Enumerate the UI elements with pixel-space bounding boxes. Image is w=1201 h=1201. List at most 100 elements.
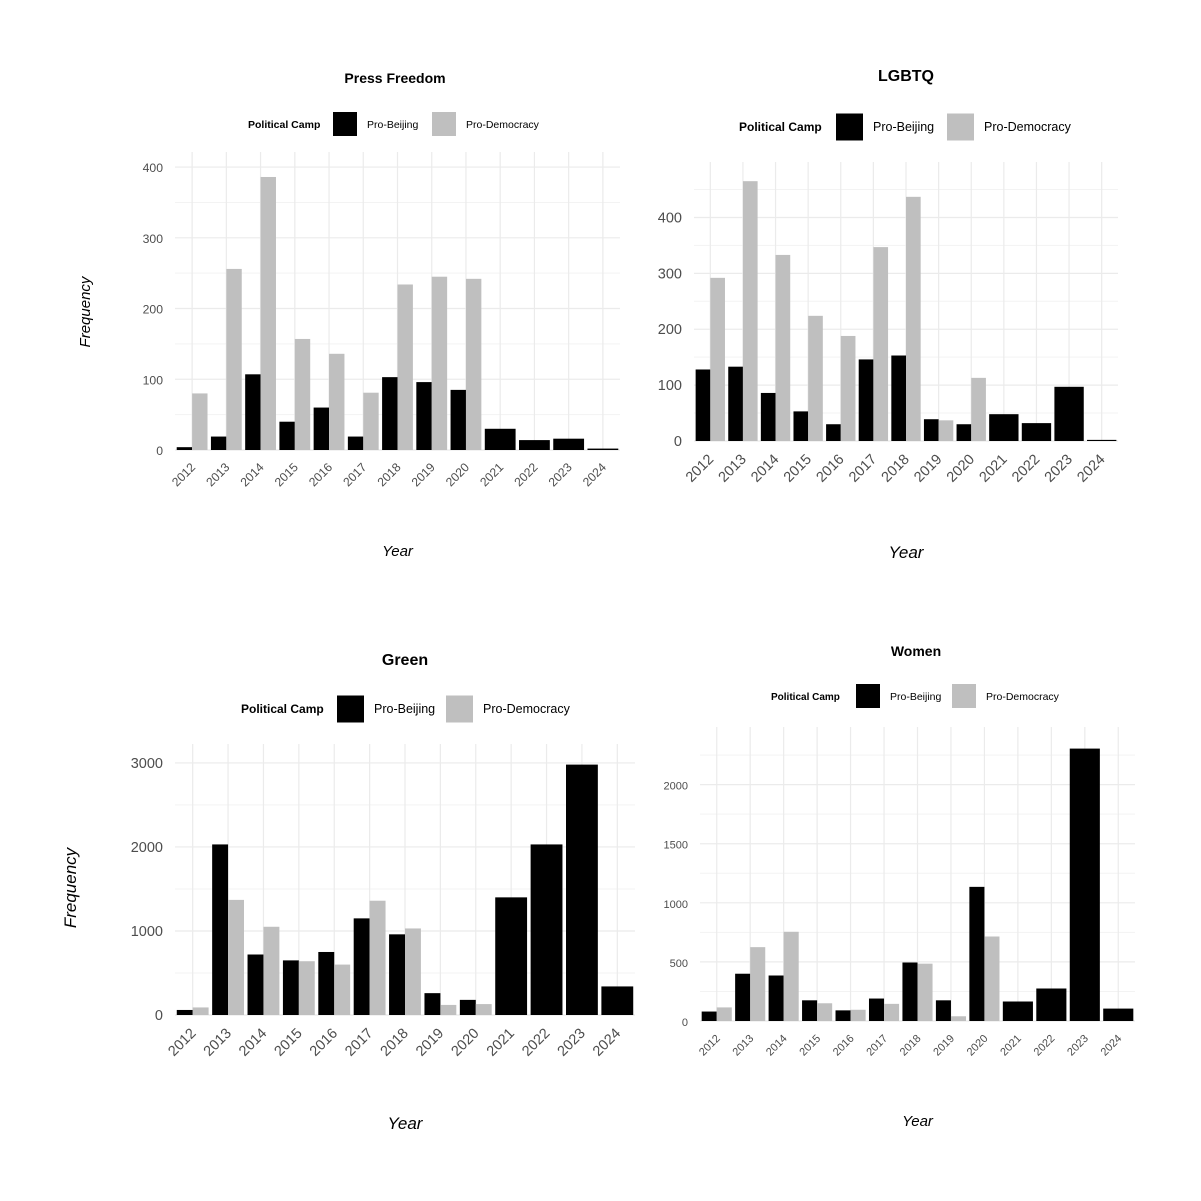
bar-pro-beijing-2014 xyxy=(247,954,264,1015)
x-tick-label: 2017 xyxy=(846,452,880,486)
y-tick-label: 1000 xyxy=(131,924,163,940)
bar-pro-beijing-2016 xyxy=(826,424,841,441)
y-tick-label: 0 xyxy=(674,434,682,450)
bar-pro-democracy-2012 xyxy=(192,393,208,450)
x-tick-label: 2024 xyxy=(1074,452,1108,486)
legend-title: Political Camp xyxy=(739,120,822,134)
bar-pro-democracy-2019 xyxy=(440,1004,457,1015)
x-tick-label: 2015 xyxy=(272,1026,306,1060)
x-tick-label: 2023 xyxy=(555,1026,589,1060)
chart-panel-lgbtq: LGBTQ Political Camp Pro-Beijing Pro-Democr… xyxy=(658,68,1118,562)
x-tick-label: 2016 xyxy=(307,1026,341,1060)
bar-pro-democracy-2012 xyxy=(710,277,725,441)
bar-pro-beijing-2019 xyxy=(935,1000,951,1021)
legend-label: Pro-Democracy xyxy=(984,120,1072,134)
chart-panel-women: Women Political Camp Pro-Beijing Pro-Democr… xyxy=(664,643,1135,1130)
legend-swatch xyxy=(337,695,364,723)
x-tick-label: 2015 xyxy=(272,460,301,489)
bar-pro-beijing-2021 xyxy=(495,897,528,1015)
x-tick-label: 2023 xyxy=(546,460,575,489)
x-tick-label: 2017 xyxy=(864,1033,890,1059)
bar-pro-democracy-2014 xyxy=(783,931,799,1021)
x-axis-title: Year xyxy=(889,543,925,562)
x-tick-label: 2018 xyxy=(898,1033,924,1059)
bar-pro-beijing-2024 xyxy=(1087,439,1117,441)
bar-pro-beijing-2020 xyxy=(459,999,476,1015)
bar-pro-beijing-2012 xyxy=(695,369,711,441)
chart-title: Women xyxy=(891,643,941,659)
legend-swatch xyxy=(947,113,974,141)
x-tick-label: 2018 xyxy=(879,452,913,486)
x-tick-label: 2024 xyxy=(590,1026,624,1060)
legend-swatch xyxy=(856,684,880,708)
bar-pro-beijing-2019 xyxy=(923,419,939,441)
chart-title: Press Freedom xyxy=(344,70,445,86)
x-axis-title: Year xyxy=(388,1114,424,1133)
x-tick-label: 2024 xyxy=(580,460,609,489)
bar-pro-beijing-2013 xyxy=(728,366,743,441)
legend-swatch xyxy=(836,113,863,141)
bar-pro-beijing-2020 xyxy=(450,389,466,450)
x-tick-label: 2019 xyxy=(413,1026,447,1060)
bar-pro-democracy-2015 xyxy=(294,338,311,450)
x-tick-label: 2013 xyxy=(731,1033,757,1059)
x-tick-label: 2015 xyxy=(781,452,815,486)
chart-panel-press-freedom: Press Freedom Political Camp Pro-Beijing Pr… xyxy=(77,70,620,560)
bar-pro-democracy-2015 xyxy=(817,1003,833,1021)
x-tick-label: 2023 xyxy=(1042,452,1076,486)
x-tick-label: 2021 xyxy=(977,452,1011,486)
y-tick-label: 2000 xyxy=(664,781,688,793)
bar-pro-democracy-2017 xyxy=(363,392,379,450)
bar-pro-democracy-2016 xyxy=(850,1009,866,1021)
bar-pro-democracy-2018 xyxy=(397,284,413,450)
legend-label: Pro-Beijing xyxy=(374,702,435,716)
x-tick-label: 2014 xyxy=(238,460,267,489)
bar-pro-democracy-2017 xyxy=(369,900,386,1015)
legend-title: Political Camp xyxy=(771,692,840,703)
bar-pro-beijing-2022 xyxy=(1021,423,1052,441)
bar-pro-beijing-2024 xyxy=(1103,1008,1134,1021)
bar-pro-beijing-2017 xyxy=(858,359,874,441)
x-tick-label: 2019 xyxy=(931,1033,957,1059)
bar-pro-democracy-2018 xyxy=(405,928,421,1015)
y-axis-title: Frequency xyxy=(77,275,94,347)
bar-pro-democracy-2013 xyxy=(750,947,766,1021)
bar-pro-beijing-2022 xyxy=(519,440,550,450)
bar-pro-beijing-2012 xyxy=(701,1011,717,1021)
y-tick-label: 300 xyxy=(658,266,682,282)
x-tick-label: 2021 xyxy=(484,1026,518,1060)
bar-pro-beijing-2023 xyxy=(553,438,585,450)
bar-pro-democracy-2020 xyxy=(971,377,986,441)
bar-pro-beijing-2018 xyxy=(902,962,918,1021)
x-tick-label: 2020 xyxy=(944,452,978,486)
bar-pro-beijing-2023 xyxy=(566,764,598,1015)
bar-pro-democracy-2020 xyxy=(984,936,1000,1021)
chart-title: Green xyxy=(382,652,428,669)
bar-pro-beijing-2016 xyxy=(835,1010,851,1021)
x-tick-label: 2020 xyxy=(448,1026,482,1060)
bar-pro-beijing-2014 xyxy=(760,392,776,441)
bar-pro-beijing-2020 xyxy=(956,424,972,441)
bar-pro-beijing-2015 xyxy=(793,411,809,441)
bar-pro-beijing-2024 xyxy=(587,448,619,450)
bar-pro-beijing-2018 xyxy=(382,377,398,450)
bar-pro-democracy-2016 xyxy=(840,335,856,441)
y-tick-label: 100 xyxy=(658,378,682,394)
x-tick-label: 2014 xyxy=(748,452,782,486)
x-tick-label: 2014 xyxy=(236,1026,270,1060)
x-tick-label: 2021 xyxy=(477,460,506,489)
bar-pro-democracy-2015 xyxy=(808,315,823,441)
bar-pro-democracy-2018 xyxy=(917,963,933,1021)
bar-pro-beijing-2012 xyxy=(176,1009,193,1015)
x-tick-label: 2023 xyxy=(1065,1033,1091,1059)
legend-label: Pro-Democracy xyxy=(466,119,540,131)
bar-pro-democracy-2014 xyxy=(260,176,276,450)
x-tick-label: 2018 xyxy=(375,460,404,489)
bar-pro-beijing-2012 xyxy=(176,447,193,450)
x-tick-label: 2024 xyxy=(1099,1033,1125,1059)
x-tick-label: 2022 xyxy=(1032,1033,1058,1059)
x-tick-label: 2016 xyxy=(831,1033,857,1059)
x-axis-title: Year xyxy=(382,543,414,560)
bar-pro-beijing-2014 xyxy=(245,374,261,450)
y-tick-label: 1500 xyxy=(664,840,688,852)
